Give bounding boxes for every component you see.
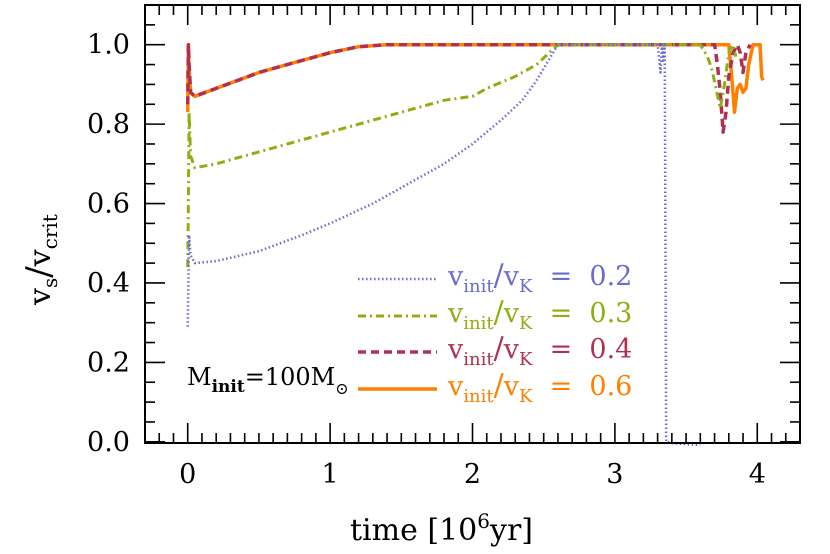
y-tick-label: 0.2 (87, 347, 130, 378)
axis-ticks (145, 4, 801, 443)
y-tick-label: 0.0 (87, 427, 130, 458)
annot-sub: init (212, 377, 245, 397)
xlabel-sup: 6 (477, 509, 490, 533)
y-tick-label: 1.0 (87, 30, 130, 61)
legend-label: vinit/vK = 0.6 (447, 368, 632, 407)
legend-label: vinit/vK = 0.3 (447, 295, 632, 334)
legend-item: vinit/vK = 0.3 (358, 295, 632, 334)
legend-item: vinit/vK = 0.2 (358, 258, 632, 297)
legend-label: vinit/vK = 0.2 (447, 258, 632, 297)
series-layer (185, 42, 765, 447)
mass-annotation: Minit=100M⊙ (187, 363, 349, 398)
legend-item: vinit/vK = 0.6 (358, 368, 632, 407)
annot-m: M (187, 363, 212, 391)
series-line-0.4 (185, 42, 752, 134)
ylabel-v2: v (23, 249, 58, 267)
svg-text:vs/vcrit: vs/vcrit (19, 214, 62, 306)
x-tick-label: 1 (322, 459, 339, 490)
x-axis-title: time [106yr] (350, 509, 533, 548)
x-tick-label: 0 (179, 459, 196, 490)
x-tick-label: 3 (606, 459, 623, 490)
y-tick-label: 0.4 (87, 268, 130, 299)
ylabel-slash: / (19, 266, 59, 278)
ylabel-sub1: s (38, 278, 62, 288)
annot-eq: =100M (245, 363, 336, 391)
tick-labels: 0 1 2 3 4 0.0 0.2 0.4 0.6 0.8 1.0 (87, 30, 766, 490)
x-tick-label: 4 (749, 459, 766, 490)
legend-label: vinit/vK = 0.4 (447, 331, 632, 370)
y-axis-title: vs/vcrit (19, 214, 62, 306)
xlabel-main: time [10 (350, 513, 477, 548)
ylabel-v1: v (23, 288, 58, 306)
series-line-0.3 (186, 43, 738, 268)
x-tick-label: 2 (464, 459, 481, 490)
xlabel-tail: yr] (489, 513, 533, 548)
ylabel-sub2: crit (38, 214, 62, 249)
sun-symbol-icon: ⊙ (335, 379, 348, 398)
y-tick-label: 0.6 (87, 189, 130, 220)
legend-item: vinit/vK = 0.4 (358, 331, 632, 370)
series-line-0.6 (185, 42, 765, 114)
y-tick-label: 0.8 (87, 109, 130, 140)
